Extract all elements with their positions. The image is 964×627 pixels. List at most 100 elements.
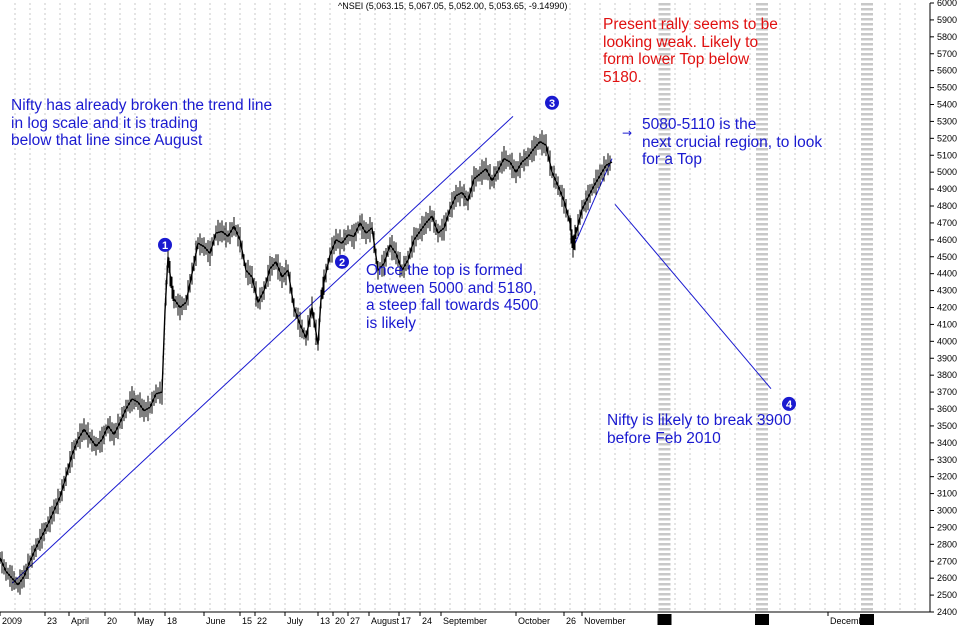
hatch-mark bbox=[658, 243, 671, 246]
hatch-mark bbox=[756, 93, 768, 96]
y-tick-label: 4300 bbox=[937, 286, 957, 296]
hatch-mark bbox=[756, 113, 768, 116]
hatch-mark bbox=[658, 298, 671, 301]
y-tick-label: 4900 bbox=[937, 184, 957, 194]
hatch-mark bbox=[756, 568, 768, 571]
hatch-mark bbox=[861, 548, 873, 551]
hatch-mark bbox=[861, 8, 873, 11]
hatch-mark bbox=[756, 78, 768, 81]
hatch-mark bbox=[756, 258, 768, 261]
wave-marker-label: 3 bbox=[549, 98, 555, 110]
hatch-mark bbox=[756, 598, 768, 601]
hatch-mark bbox=[861, 173, 873, 176]
hatch-mark bbox=[861, 288, 873, 291]
x-tick-label: December bbox=[830, 616, 872, 626]
hatch-mark bbox=[658, 38, 671, 41]
hatch-mark bbox=[756, 388, 768, 391]
hatch-mark bbox=[658, 268, 671, 271]
wave-marker-circle bbox=[545, 95, 559, 110]
hatch-mark bbox=[861, 293, 873, 296]
hatch-mark bbox=[658, 293, 671, 296]
hatch-mark bbox=[756, 378, 768, 381]
hatch-mark bbox=[861, 433, 873, 436]
y-tick-label: 5100 bbox=[937, 150, 957, 160]
hatch-mark bbox=[658, 343, 671, 346]
hatch-mark bbox=[658, 478, 671, 481]
annotation-rally-weak: Present rally seems to be looking weak. … bbox=[603, 16, 778, 86]
annotation-crucial-region: 5080-5110 is the next crucial region, to… bbox=[642, 116, 823, 168]
hatch-mark bbox=[861, 43, 873, 46]
hatch-mark bbox=[861, 593, 873, 596]
y-tick-label: 5200 bbox=[937, 133, 957, 143]
hatch-mark bbox=[861, 183, 873, 186]
hatch-mark bbox=[861, 18, 873, 21]
hatch-mark bbox=[658, 428, 671, 431]
hatch-mark bbox=[756, 473, 768, 476]
hatch-mark bbox=[658, 588, 671, 591]
hatch-mark bbox=[861, 483, 873, 486]
hatch-mark bbox=[658, 458, 671, 461]
hatch-mark bbox=[658, 593, 671, 596]
pointer-arrow: → bbox=[622, 126, 632, 140]
hatch-mark bbox=[756, 213, 768, 216]
hatch-mark bbox=[756, 448, 768, 451]
hatch-mark bbox=[756, 423, 768, 426]
y-tick-label: 2400 bbox=[937, 607, 957, 617]
hatch-mark bbox=[861, 203, 873, 206]
hatch-mark bbox=[658, 553, 671, 556]
hatch-mark bbox=[756, 68, 768, 71]
hatch-mark bbox=[756, 343, 768, 346]
hatch-mark bbox=[658, 98, 671, 101]
y-tick-label: 4000 bbox=[937, 336, 957, 346]
hatch-mark bbox=[861, 3, 873, 6]
hatch-mark bbox=[756, 483, 768, 486]
future-columns bbox=[657, 3, 874, 625]
hatch-mark bbox=[756, 508, 768, 511]
hatch-mark bbox=[756, 243, 768, 246]
hatch-mark bbox=[756, 233, 768, 236]
y-tick-label: 5600 bbox=[937, 66, 957, 76]
hatch-mark bbox=[861, 108, 873, 111]
x-tick-label: May bbox=[137, 616, 155, 626]
hatch-mark bbox=[756, 153, 768, 156]
hatch-mark bbox=[756, 223, 768, 226]
hatch-mark bbox=[861, 313, 873, 316]
x-tick-label: 26 bbox=[566, 616, 576, 626]
hatch-mark bbox=[756, 513, 768, 516]
hatch-mark bbox=[861, 503, 873, 506]
hatch-mark bbox=[658, 28, 671, 31]
hatch-mark bbox=[756, 333, 768, 336]
hatch-mark bbox=[658, 23, 671, 26]
hatch-mark bbox=[861, 248, 873, 251]
hatch-mark bbox=[756, 583, 768, 586]
hatch-mark bbox=[861, 373, 873, 376]
hatch-mark bbox=[756, 298, 768, 301]
hatch-mark bbox=[861, 408, 873, 411]
hatch-mark bbox=[756, 323, 768, 326]
future-block bbox=[657, 614, 672, 625]
hatch-mark bbox=[658, 308, 671, 311]
hatch-mark bbox=[658, 568, 671, 571]
hatch-mark bbox=[756, 128, 768, 131]
hatch-mark bbox=[658, 88, 671, 91]
hatch-mark bbox=[756, 33, 768, 36]
hatch-mark bbox=[658, 543, 671, 546]
hatch-mark bbox=[658, 498, 671, 501]
hatch-mark bbox=[658, 108, 671, 111]
price-series bbox=[0, 130, 613, 595]
arrow-glyph: → bbox=[622, 126, 632, 140]
hatch-mark bbox=[658, 493, 671, 496]
hatch-mark bbox=[861, 143, 873, 146]
hatch-mark bbox=[658, 153, 671, 156]
hatch-mark bbox=[861, 388, 873, 391]
hatch-mark bbox=[861, 163, 873, 166]
hatch-mark bbox=[756, 368, 768, 371]
hatch-mark bbox=[756, 468, 768, 471]
hatch-mark bbox=[756, 373, 768, 376]
hatch-mark bbox=[658, 213, 671, 216]
hatch-mark bbox=[658, 433, 671, 436]
y-tick-label: 2800 bbox=[937, 539, 957, 549]
hatch-mark bbox=[861, 563, 873, 566]
hatch-mark bbox=[756, 263, 768, 266]
hatch-mark bbox=[658, 603, 671, 606]
